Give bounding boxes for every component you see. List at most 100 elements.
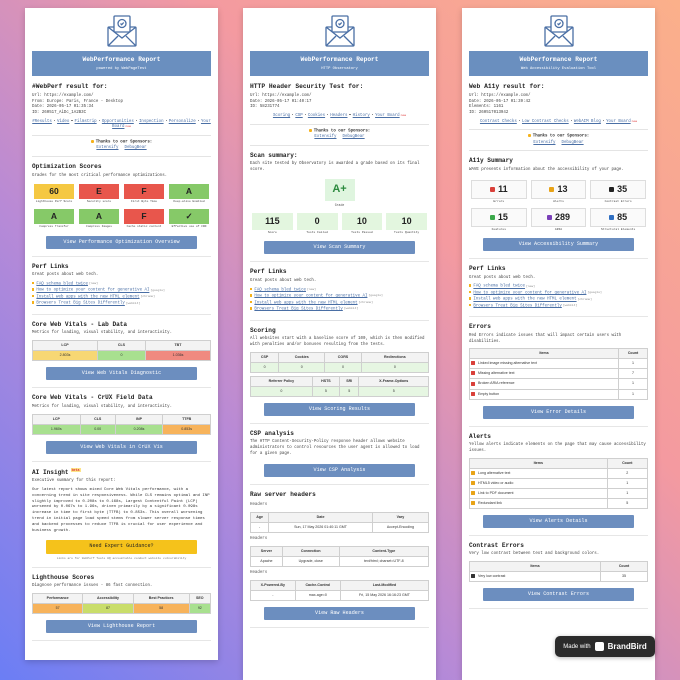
grade-label: Security score [86,200,112,204]
post-link[interactable]: Browsers Treat Big Sites Differently [254,307,343,312]
action-button[interactable]: View Alerts Details [483,514,634,528]
sponsors: Thanks to our Sponsors: Extensify DebugBea… [469,129,648,152]
nav-link[interactable]: Video [57,119,70,124]
column-header: CLS [97,340,146,352]
nav-link[interactable]: Filmstrip [74,119,97,124]
table-header-row: Referrer Policy HSTS SRI X-Frame-Options [250,375,429,387]
table-header-row: Age Date Vary [249,511,430,524]
action-button[interactable]: View Scan Summary [264,241,415,255]
post-link[interactable]: Browsers Treat Big Sites Differently [473,304,562,309]
post-link[interactable]: How to optimize your content for generat… [254,294,368,299]
section-title: Optimization Scores [32,163,102,171]
nav-link[interactable]: Your Board [606,119,631,124]
link-item: How to optimize your content for generat… [469,290,648,297]
stat-value: 13 [557,183,568,194]
action-button[interactable]: View Lighthouse Report [46,620,197,634]
report-card: WebPerformance Report HTTP Observatory HTT… [243,8,436,680]
nav-link[interactable]: Scoring [272,113,291,118]
nav-link[interactable]: Inspection [138,119,164,124]
sponsors: Thanks to our Sponsors: Extensify DebugBea… [250,123,429,146]
stat-label: ARIA [554,227,563,231]
nav-link[interactable]: Your Board [112,119,211,130]
column-header: Date [268,511,373,524]
action-button[interactable]: View Contrast Errors [483,588,634,602]
action-button[interactable]: View CSP Analysis [264,463,415,477]
nav-link[interactable]: Cookies [307,113,326,118]
sponsor-icon [527,134,531,138]
table-cell: 0 [250,385,313,397]
nav-link[interactable]: CSP [295,113,303,118]
result-line: Date: 2026-05-17 01:40:17 [250,99,312,104]
sponsor-link[interactable]: DebugBear [342,134,365,139]
link-item: How to optimize your content for generat… [250,294,429,300]
post-link[interactable]: Install web apps with the new HTML eleme… [254,300,358,305]
sponsor-link[interactable]: Extensify [533,140,556,145]
table-cell: 0.853s [162,423,211,435]
stat-icon [490,186,496,192]
result-line: Date: 2026-05-17 01:35:34 [32,105,94,110]
section-title: Contrast Errors [469,541,524,549]
table-cell: Broken ARIA reference [468,378,620,390]
item-icon [471,470,475,475]
action-button[interactable]: Need Expert Guidance? [46,540,197,554]
sponsor-link[interactable]: DebugBear [124,146,147,151]
table-cell: 5 [338,385,360,397]
sponsor-link[interactable]: DebugBear [561,140,584,145]
post-link[interactable]: Browsers Treat Big Sites Differently [36,301,125,306]
report-nav: #Results Video Filmstrip Opportunities Inspe… [32,120,211,131]
post-link[interactable]: FAQ schema bled twice [36,282,88,287]
section-title: Lighthouse Scores [32,573,95,581]
section-text: Metrics for loading, visual stability, a… [32,331,173,336]
column-header: Server [250,545,283,557]
header-subtitle: powered by WebPageTest [96,66,147,71]
grade-label: Effective use of CDN [171,225,207,229]
data-table: Items Count Long alternative text 2 HTML5 vi… [469,457,649,509]
table-cell: 2 [606,467,649,479]
nav-link[interactable]: Opportunities [101,119,134,124]
link-bullet [469,297,472,300]
brand-badge[interactable]: Made with BrandBird [555,636,655,657]
post-link[interactable]: How to optimize your content for generat… [473,291,587,296]
post-link[interactable]: Install web apps with the new HTML eleme… [473,297,577,302]
report-section: AI Insight beta Executive summary for this… [32,462,211,568]
action-button[interactable]: View Raw Headers [264,606,415,620]
nav-link[interactable]: #Results [32,119,52,124]
nav-link[interactable]: History [352,113,370,118]
nav-link[interactable]: Your Board [375,113,400,118]
action-button[interactable]: View Web Vitals Diagnostic [46,367,197,381]
nav-separator [71,120,73,122]
data-table: LCP CLS TBT 2.803s 0 1.036s [32,340,212,362]
link-list: FAQ schema bled twice[new] How to optimiz… [250,287,429,314]
section-text: Red Errors indicate issues that will imp… [469,333,622,344]
link-item: FAQ schema bled twice[new] [469,284,648,290]
sponsor-link[interactable]: Extensify [314,134,337,139]
post-link[interactable]: How to optimize your content for generat… [36,288,150,293]
action-button[interactable]: View Error Details [483,405,634,419]
table-cell: 0 [278,361,326,373]
action-button[interactable]: View Scoring Results [264,402,415,416]
nav-link[interactable]: WebAIM Blog [573,119,601,124]
link-bullet [250,307,253,310]
nav-link[interactable]: Headers [330,113,348,118]
post-link[interactable]: FAQ schema bled twice [254,287,306,292]
nav-link[interactable]: Low Contrast Checks [521,119,569,124]
sponsor-icon [308,128,312,132]
table-caption: Headers [250,503,268,508]
nav-link[interactable]: Contrast Checks [479,119,517,124]
table-row: Link to PDF document 1 [469,487,649,499]
grade-value: E [79,184,119,200]
action-button[interactable]: View Accessibility Summary [483,238,634,252]
post-link[interactable]: FAQ schema bled twice [473,284,525,289]
grade-value: ✓ [169,209,209,225]
post-link[interactable]: Install web apps with the new HTML eleme… [36,295,140,300]
nav-link[interactable]: Personalize [168,119,196,124]
link-item: FAQ schema bled twice[new] [32,281,211,288]
action-button[interactable]: View Performance Optimization Overview [46,235,197,249]
column-header: CLS [79,413,116,425]
action-button[interactable]: View Web Vitals in CrUX Vis [46,440,197,454]
column-header: CORS [324,351,362,363]
report-section: Perf Links Great posts about web tech. FAQ… [250,262,429,321]
sponsor-link[interactable]: Extensify [96,146,119,151]
table-cell: max-age=0 [294,589,341,601]
